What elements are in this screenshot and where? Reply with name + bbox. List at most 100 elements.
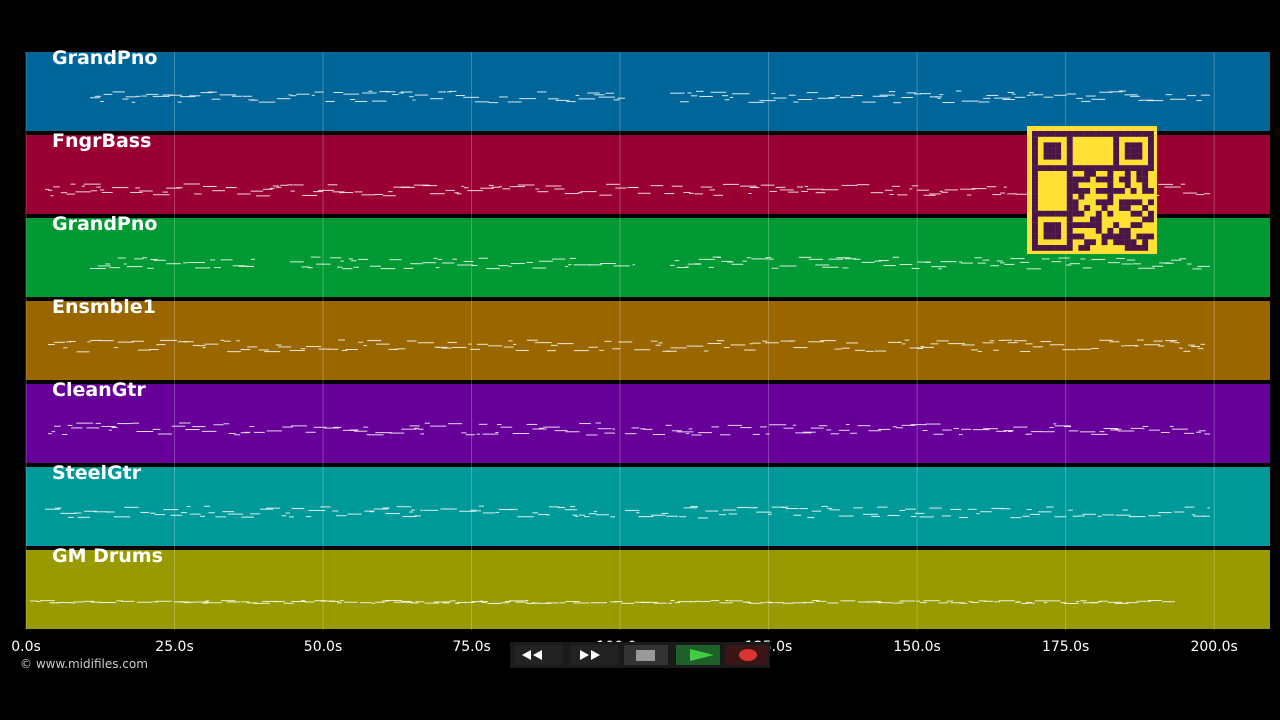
qr-cell <box>1101 165 1108 171</box>
qr-cell <box>1148 199 1154 206</box>
qr-cell <box>1066 245 1073 251</box>
qr-cell <box>1119 188 1125 194</box>
qr-cell <box>1084 176 1091 183</box>
qr-cell <box>1113 222 1120 228</box>
qr-cell <box>1095 210 1102 217</box>
qr-cell <box>1136 199 1143 206</box>
qr-cell <box>1078 193 1085 200</box>
qr-cell <box>1095 165 1102 171</box>
qr-cell <box>1136 142 1143 149</box>
qr-cell <box>1061 210 1067 217</box>
tick-label: 150.0s <box>893 639 940 655</box>
stop-button[interactable] <box>624 645 668 665</box>
qr-cell <box>1113 233 1120 240</box>
rewind-button[interactable] <box>514 645 562 665</box>
qr-cell <box>1043 142 1050 149</box>
qr-cell <box>1113 188 1120 194</box>
qr-cell <box>1043 165 1050 171</box>
tick-label: 0.0s <box>11 639 41 655</box>
qr-cell <box>1066 142 1073 149</box>
track-lane <box>26 52 1270 131</box>
qr-cell <box>1066 188 1073 194</box>
qr-cell <box>1107 188 1114 194</box>
tick-label: 175.0s <box>1042 639 1089 655</box>
qr-cell <box>1148 233 1154 240</box>
qr-cell <box>1066 210 1073 217</box>
qr-cell <box>1055 148 1062 154</box>
qr-cell <box>1113 136 1120 143</box>
qr-cell <box>1107 193 1114 200</box>
qr-cell <box>1148 142 1154 149</box>
qr-cell <box>1032 210 1038 217</box>
qr-cell <box>1049 222 1056 228</box>
qr-cell <box>1032 148 1038 154</box>
qr-cell <box>1055 227 1062 234</box>
qr-cell <box>1119 233 1125 240</box>
qr-cell <box>1107 210 1114 217</box>
qr-cell <box>1066 233 1073 240</box>
qr-cell <box>1049 153 1056 160</box>
qr-cell <box>1148 148 1154 154</box>
qr-cell <box>1055 153 1062 160</box>
qr-cell <box>1090 131 1096 137</box>
qr-cell <box>1043 153 1050 160</box>
qr-cell <box>1072 188 1079 194</box>
qr-cell <box>1130 142 1137 149</box>
qr-cell <box>1148 216 1154 223</box>
qr-cell <box>1124 170 1131 177</box>
qr-cell <box>1148 165 1154 171</box>
qr-cell <box>1119 131 1125 137</box>
qr-cell <box>1032 239 1038 246</box>
qr-code <box>1027 126 1157 254</box>
qr-cell <box>1078 176 1085 183</box>
qr-cell <box>1072 199 1079 206</box>
qr-cell <box>1032 205 1038 211</box>
qr-cell <box>1055 165 1062 171</box>
qr-cell <box>1090 170 1096 177</box>
qr-cell <box>1130 131 1137 137</box>
qr-cell <box>1066 216 1073 223</box>
track-name: GrandPno <box>52 213 157 235</box>
qr-cell <box>1136 210 1143 217</box>
track-lane <box>26 301 1270 380</box>
qr-cell <box>1061 245 1067 251</box>
qr-cell <box>1136 176 1143 183</box>
qr-cell <box>1043 227 1050 234</box>
forward-button[interactable] <box>570 645 618 665</box>
qr-cell <box>1119 199 1125 206</box>
qr-cell <box>1090 165 1096 171</box>
qr-cell <box>1148 153 1154 160</box>
tick-label: 25.0s <box>155 639 193 655</box>
qr-cell <box>1113 142 1120 149</box>
qr-cell <box>1101 199 1108 206</box>
qr-cell <box>1066 182 1073 189</box>
track-lane <box>26 467 1270 546</box>
qr-cell <box>1148 210 1154 217</box>
qr-cell <box>1078 210 1085 217</box>
qr-cell <box>1084 131 1091 137</box>
qr-cell <box>1032 233 1038 240</box>
play-button[interactable] <box>676 645 720 665</box>
qr-cell <box>1043 245 1050 251</box>
qr-cell <box>1032 159 1038 166</box>
qr-cell <box>1049 142 1056 149</box>
qr-cell <box>1049 233 1056 240</box>
qr-cell <box>1055 245 1062 251</box>
track-lane <box>26 550 1270 629</box>
qr-cell <box>1066 222 1073 228</box>
qr-cell <box>1078 131 1085 137</box>
qr-cell <box>1066 205 1073 211</box>
qr-cell <box>1055 222 1062 228</box>
qr-cell <box>1043 131 1050 137</box>
notes <box>30 90 1210 604</box>
qr-cell <box>1066 165 1073 171</box>
qr-cell <box>1130 245 1137 251</box>
qr-cell <box>1130 188 1137 194</box>
qr-cell <box>1113 239 1120 246</box>
tracks: GrandPno FngrBass GrandPno Ensmble1 CleanGtr… <box>26 47 1270 629</box>
qr-cell <box>1037 131 1044 137</box>
record-button[interactable] <box>726 645 768 665</box>
qr-cell <box>1095 188 1102 194</box>
qr-cell <box>1061 131 1067 137</box>
qr-cell <box>1078 222 1085 228</box>
